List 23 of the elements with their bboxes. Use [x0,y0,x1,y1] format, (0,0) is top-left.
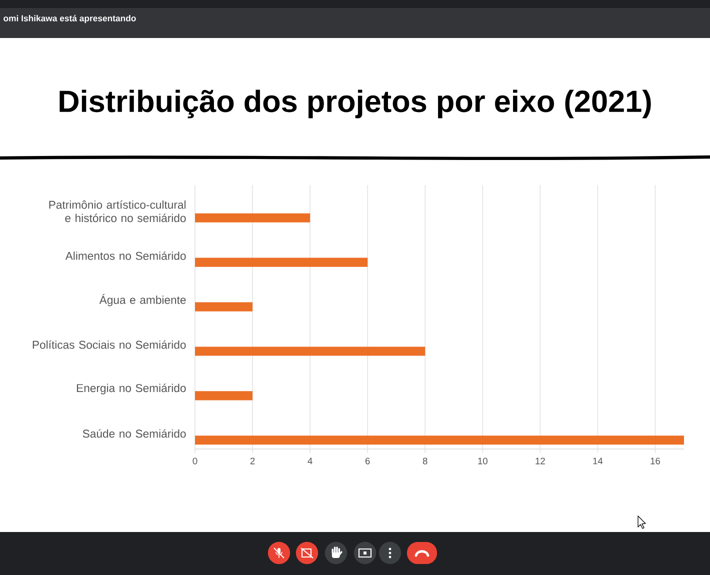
bar [195,302,253,312]
x-tick-label: 10 [478,458,488,464]
bar [195,258,368,267]
y-tick-label: Energia no Semiárido [76,384,186,394]
x-tick-label: 4 [308,458,312,464]
x-tick-label: 6 [365,458,370,464]
bar [195,213,310,222]
chart-title: Distribuição dos projetos por eixo (2021) [60,90,651,118]
bar [195,436,684,445]
x-tick-label: 2 [250,458,255,464]
x-tick-label: 8 [422,458,428,464]
y-tick-label: Saúde no Semiárido [82,429,186,438]
text: omi Ishikawa está apresentando [4,14,136,24]
x-tick-label: 14 [593,458,603,464]
y-tick-label: Água e ambiente [99,294,186,306]
x-tick-label: 12 [536,458,545,464]
y-tick-label: Alimentos no Semiárido [65,251,186,260]
bar [195,391,253,400]
y-tick-label: Políticas Sociais no Semiárido [32,340,186,349]
bar [195,346,426,356]
y-tick-label: Patrimônio artístico-cultural e histórico no semiárido [49,200,186,222]
x-tick-label: 0 [192,458,198,464]
x-tick-label: 16 [650,458,660,464]
